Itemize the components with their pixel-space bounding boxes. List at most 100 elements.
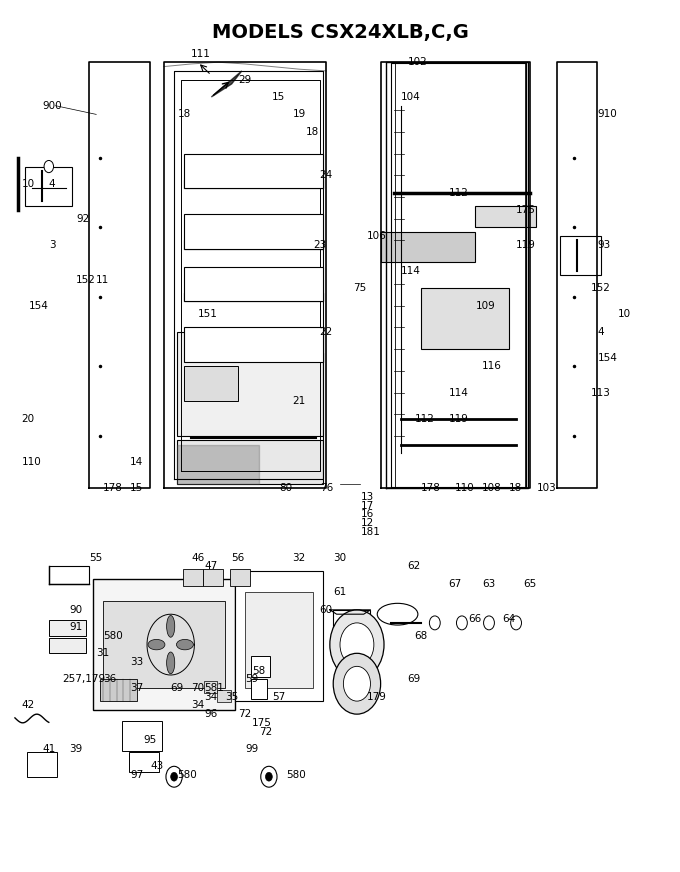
Text: 57: 57: [272, 691, 286, 702]
Text: 35: 35: [225, 691, 238, 702]
Text: 96: 96: [205, 709, 218, 719]
Text: 111: 111: [191, 49, 211, 58]
Text: 109: 109: [475, 301, 495, 310]
Text: 15: 15: [130, 483, 143, 494]
FancyBboxPatch shape: [49, 567, 90, 583]
Text: 34: 34: [191, 700, 204, 711]
Text: 119: 119: [448, 413, 469, 424]
Text: 113: 113: [590, 387, 611, 398]
FancyBboxPatch shape: [49, 637, 86, 653]
Text: 62: 62: [408, 562, 421, 571]
Text: 75: 75: [354, 283, 367, 293]
Text: 14: 14: [130, 457, 143, 467]
Text: 37: 37: [130, 683, 143, 693]
Polygon shape: [211, 71, 242, 97]
FancyBboxPatch shape: [184, 366, 239, 401]
Text: 47: 47: [205, 562, 218, 571]
Text: 114: 114: [401, 266, 421, 276]
Circle shape: [483, 616, 494, 630]
Text: 34: 34: [205, 691, 218, 702]
Circle shape: [333, 653, 381, 714]
Circle shape: [44, 160, 54, 173]
Text: 90: 90: [69, 605, 82, 615]
Text: 910: 910: [597, 109, 617, 119]
Text: 56: 56: [232, 553, 245, 562]
Text: 41: 41: [42, 744, 55, 754]
Ellipse shape: [167, 652, 175, 674]
FancyBboxPatch shape: [183, 569, 203, 585]
FancyBboxPatch shape: [333, 610, 371, 640]
Text: 70: 70: [191, 683, 204, 693]
Ellipse shape: [148, 639, 165, 650]
Text: 181: 181: [360, 527, 380, 536]
Text: 66: 66: [469, 614, 482, 623]
FancyBboxPatch shape: [177, 440, 323, 484]
Text: 110: 110: [455, 483, 475, 494]
Text: 18: 18: [509, 483, 522, 494]
Text: 92: 92: [76, 214, 89, 224]
FancyBboxPatch shape: [99, 679, 137, 701]
Text: 24: 24: [320, 170, 333, 181]
FancyBboxPatch shape: [184, 215, 323, 249]
Text: 32: 32: [292, 553, 306, 562]
Text: 4: 4: [597, 327, 604, 337]
Text: 29: 29: [239, 75, 252, 85]
Circle shape: [171, 773, 177, 781]
Text: 178: 178: [422, 483, 441, 494]
FancyBboxPatch shape: [184, 267, 323, 301]
FancyBboxPatch shape: [92, 579, 235, 710]
Text: 42: 42: [22, 700, 35, 711]
Text: 19: 19: [292, 109, 306, 119]
Text: 3: 3: [49, 240, 55, 249]
Circle shape: [330, 610, 384, 679]
Text: 64: 64: [503, 614, 516, 623]
FancyBboxPatch shape: [560, 236, 600, 276]
Text: 15: 15: [272, 92, 286, 102]
Text: 16: 16: [360, 509, 373, 519]
Text: 4: 4: [49, 179, 55, 189]
Circle shape: [343, 666, 371, 701]
FancyBboxPatch shape: [422, 289, 509, 349]
Text: 43: 43: [150, 761, 164, 772]
FancyBboxPatch shape: [184, 327, 323, 362]
FancyBboxPatch shape: [25, 167, 73, 206]
FancyBboxPatch shape: [27, 752, 57, 777]
Text: 69: 69: [171, 683, 184, 693]
Circle shape: [265, 773, 272, 781]
Text: 76: 76: [320, 483, 333, 494]
Text: 257,179: 257,179: [63, 674, 105, 685]
Text: 30: 30: [333, 553, 346, 562]
Text: 151: 151: [198, 310, 218, 319]
Text: 178: 178: [103, 483, 123, 494]
Text: 18: 18: [177, 109, 190, 119]
Ellipse shape: [167, 616, 175, 637]
Ellipse shape: [377, 603, 418, 625]
Text: 31: 31: [96, 648, 109, 658]
Text: 97: 97: [130, 770, 143, 780]
Text: 68: 68: [415, 631, 428, 641]
FancyBboxPatch shape: [204, 681, 218, 693]
Text: 17: 17: [360, 501, 373, 510]
Text: 179: 179: [367, 691, 387, 702]
Text: 63: 63: [482, 579, 496, 589]
Circle shape: [340, 623, 374, 666]
Circle shape: [456, 616, 467, 630]
Text: 116: 116: [482, 362, 502, 371]
Text: 18: 18: [306, 126, 320, 137]
Ellipse shape: [176, 639, 193, 650]
Text: 112: 112: [415, 413, 435, 424]
Text: 58: 58: [252, 665, 265, 676]
Text: 60: 60: [320, 605, 333, 615]
FancyBboxPatch shape: [235, 571, 323, 701]
Text: 154: 154: [597, 353, 617, 363]
Text: 114: 114: [448, 387, 469, 398]
Text: 36: 36: [103, 674, 116, 685]
Text: 55: 55: [90, 553, 103, 562]
Text: 95: 95: [143, 735, 157, 746]
FancyBboxPatch shape: [245, 592, 313, 688]
Text: 108: 108: [482, 483, 502, 494]
Text: 12: 12: [360, 518, 373, 528]
Text: 67: 67: [448, 579, 462, 589]
Text: 581: 581: [205, 683, 224, 693]
Text: 91: 91: [69, 623, 82, 632]
